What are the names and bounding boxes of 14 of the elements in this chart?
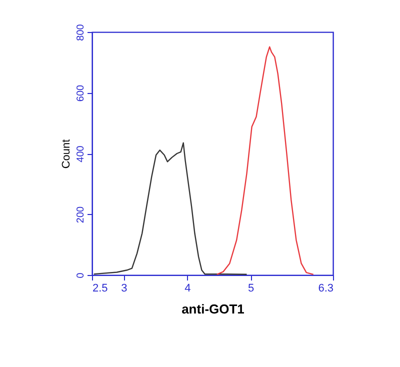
line-series (93, 142, 248, 275)
x-tick-label: 2.5 (92, 282, 108, 294)
y-axis-title: Count (60, 139, 72, 169)
x-tick-label: 4 (184, 282, 191, 294)
x-axis-title: anti-GOT1 (182, 302, 244, 316)
y-tick-label: 400 (76, 145, 86, 162)
y-tick-label: 800 (76, 24, 86, 41)
y-tick-label: 0 (76, 272, 86, 278)
line-series (216, 46, 314, 275)
x-tick-label: 6.3 (318, 282, 334, 294)
y-tick-label: 600 (76, 84, 86, 102)
x-tick-label: 3 (121, 282, 128, 294)
x-tick-label: 5 (248, 282, 254, 294)
y-tick-label: 200 (76, 206, 86, 224)
